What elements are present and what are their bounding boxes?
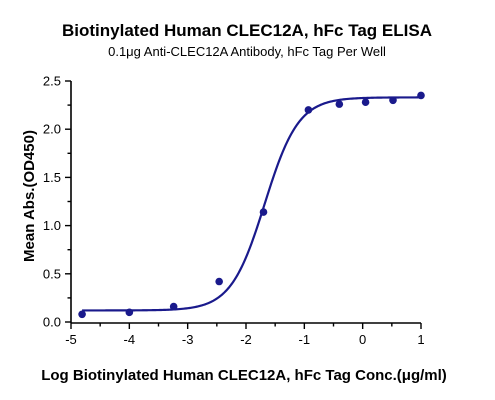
data-point (78, 310, 86, 319)
chart-title: Biotinylated Human CLEC12A, hFc Tag ELIS… (62, 21, 432, 40)
chart-subtitle: 0.1μg Anti-CLEC12A Antibody, hFc Tag Per… (108, 44, 386, 59)
data-point (417, 91, 425, 100)
y-tick-label: 0.0 (43, 315, 61, 330)
data-point (304, 106, 313, 114)
data-point (389, 96, 397, 105)
x-tick-label: -2 (240, 332, 252, 347)
data-point (215, 277, 223, 286)
x-tick-label: -3 (182, 332, 194, 347)
y-tick-label: 0.5 (43, 266, 61, 281)
y-tick-label: 2.0 (43, 122, 61, 137)
y-tick-label: 2.5 (43, 74, 61, 89)
x-tick-label: -5 (65, 332, 77, 347)
data-point (169, 302, 178, 311)
data-point (125, 308, 134, 317)
x-axis-label: Log Biotinylated Human CLEC12A, hFc Tag … (41, 367, 447, 384)
fit-curve-line (82, 96, 421, 312)
x-tick-label: -4 (124, 332, 136, 347)
y-axis-label: Mean Abs.(OD450) (21, 130, 38, 262)
x-tick-label: 0 (359, 332, 366, 347)
x-tick-label: -1 (299, 332, 311, 347)
y-tick-label: 1.5 (43, 170, 61, 185)
x-tick-label: 1 (417, 332, 424, 347)
data-point (259, 208, 268, 216)
data-point (361, 98, 370, 107)
y-tick-label: 1.0 (43, 218, 61, 233)
data-point (335, 100, 344, 108)
axes: 0.0 0.5 1.0 1.5 2.0 2.5 -5 -4 -3 -2 -1 0 1 (43, 74, 425, 348)
plot-area (78, 91, 425, 319)
